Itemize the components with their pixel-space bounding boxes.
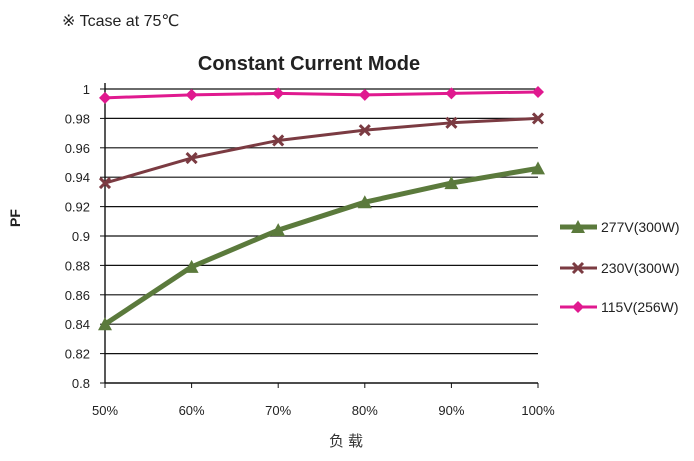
grid-lines [100, 88, 538, 384]
y-tick-label: 0.98 [65, 111, 90, 126]
chart-title: Constant Current Mode [198, 53, 420, 75]
point-marker [271, 223, 286, 237]
point-marker [532, 85, 544, 98]
y-tick-label: 0.9 [72, 229, 90, 244]
point-marker [571, 261, 585, 275]
y-tick-label: 0.84 [65, 317, 90, 332]
legend-label: 115V(256W) [601, 299, 679, 315]
legend-item: 115V(256W) [560, 299, 679, 315]
point-marker [357, 195, 372, 209]
legend-item: 277V(300W) [560, 219, 680, 235]
point-marker [531, 161, 545, 175]
y-axis-ticks: 0.8 0.82 0.84 0.86 0.88 0.9 0.92 0.94 0.96 0.98 1 [65, 82, 90, 391]
point-marker [444, 176, 459, 190]
y-tick-label: 0.92 [65, 200, 90, 215]
y-axis-label: PF [7, 209, 23, 227]
point-marker [272, 87, 285, 100]
x-axis-label: 负载 [329, 433, 367, 450]
point-marker [99, 91, 111, 104]
y-tick-label: 1 [83, 82, 90, 97]
series-line [103, 165, 539, 327]
x-tick-label: 100% [521, 403, 555, 418]
series-277V(300W) [98, 161, 545, 331]
point-marker [571, 220, 585, 233]
x-tick-label: 60% [179, 403, 205, 418]
series-group [98, 85, 545, 331]
legend-item: 230V(300W) [560, 260, 680, 276]
y-tick-label: 0.94 [65, 170, 90, 185]
legend: 277V(300W) 230V(300W) 115V(256W) [560, 219, 680, 315]
x-tick-label: 90% [438, 403, 464, 418]
point-marker [98, 317, 112, 331]
point-marker [185, 88, 198, 101]
series-line [104, 90, 539, 100]
y-tick-label: 0.96 [65, 141, 90, 156]
point-marker [572, 301, 584, 313]
series-115V(256W) [99, 85, 544, 104]
x-tick-label: 80% [352, 403, 378, 418]
point-marker [445, 116, 458, 129]
y-tick-label: 0.8 [72, 376, 90, 391]
axes [104, 83, 538, 384]
point-marker [185, 152, 198, 165]
point-marker [445, 87, 458, 100]
y-tick-label: 0.82 [65, 347, 90, 362]
y-tick-label: 0.88 [65, 258, 90, 273]
point-marker [358, 124, 371, 137]
x-axis-ticks: 50% 60% 70% 80% 90% 100% [92, 383, 555, 418]
point-marker [272, 134, 285, 147]
legend-label: 230V(300W) [601, 260, 680, 276]
point-marker [358, 88, 371, 101]
x-tick-label: 50% [92, 403, 118, 418]
y-tick-label: 0.86 [65, 288, 90, 303]
x-tick-label: 70% [265, 403, 291, 418]
point-marker [184, 259, 199, 273]
legend-label: 277V(300W) [601, 219, 680, 235]
point-marker [98, 177, 112, 190]
tcase-note: ※ Tcase at 75℃ [62, 13, 179, 30]
series-line [104, 116, 539, 185]
series-230V(300W) [98, 112, 545, 190]
point-marker [531, 112, 545, 125]
